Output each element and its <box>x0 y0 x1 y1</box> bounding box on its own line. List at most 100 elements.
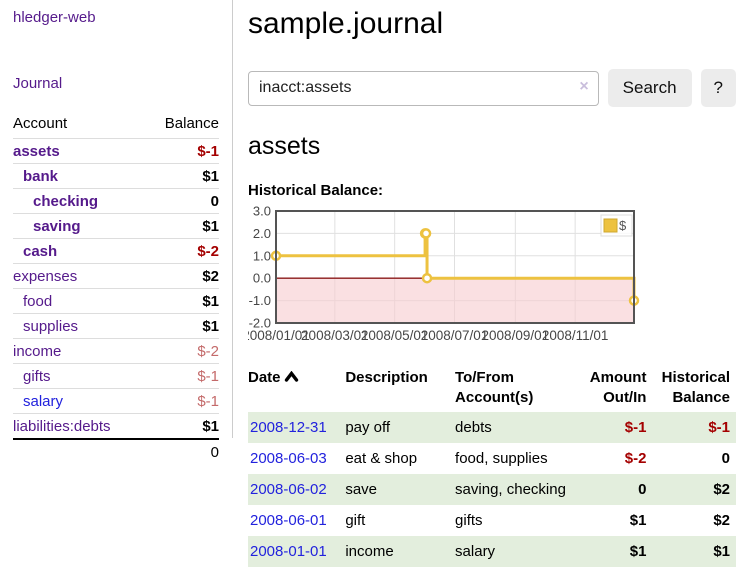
search-form: × Search ? <box>248 69 736 107</box>
help-button[interactable]: ? <box>700 69 736 107</box>
register-header-row: Date Description To/From Account(s) Amou… <box>248 365 736 412</box>
register-table: Date Description To/From Account(s) Amou… <box>248 365 736 567</box>
accounts-header-account: Account <box>13 115 68 132</box>
legend-label: $ <box>619 218 627 233</box>
account-link[interactable]: checking <box>33 193 99 210</box>
transaction-date-link[interactable]: 2008-01-01 <box>250 542 327 560</box>
search-button[interactable]: Search <box>607 69 692 107</box>
account-heading: assets <box>248 132 321 160</box>
main-content: sample.journal × Search ? assets Histori… <box>242 0 736 567</box>
transaction-amount: $1 <box>629 542 647 560</box>
svg-text:-2.0: -2.0 <box>249 316 271 331</box>
transaction-amount: $-2 <box>624 449 647 467</box>
account-link[interactable]: saving <box>33 218 81 235</box>
transaction-date-link[interactable]: 2008-06-01 <box>250 511 327 529</box>
transaction-balance: $1 <box>713 542 730 560</box>
account-row: salary $-1 <box>13 388 219 414</box>
clear-search-icon[interactable]: × <box>579 77 589 95</box>
account-balance: $2 <box>145 263 219 289</box>
account-row: food $1 <box>13 288 219 314</box>
account-row: liabilities:debts $1 <box>13 413 219 439</box>
account-balance: $1 <box>145 413 219 439</box>
register-header-accounts: To/From Account(s) <box>455 369 534 407</box>
transaction-accounts: gifts <box>455 511 483 529</box>
svg-text:2008/05/01: 2008/05/01 <box>361 328 429 343</box>
transaction-accounts: food, supplies <box>455 449 548 467</box>
sort-ascending-icon <box>284 370 298 382</box>
account-link[interactable]: salary <box>23 393 64 410</box>
account-row: assets $-1 <box>13 138 219 164</box>
app-title-link[interactable]: hledger-web <box>13 9 96 26</box>
accounts-total-row: 0 <box>13 438 219 465</box>
legend-swatch <box>603 218 618 233</box>
transaction-accounts: salary <box>455 542 496 560</box>
account-row: bank $1 <box>13 163 219 189</box>
transaction-row[interactable]: 2008-06-03 eat & shop food, supplies $-2 0 <box>248 443 736 474</box>
account-row: supplies $1 <box>13 313 219 339</box>
page-title: sample.journal <box>248 7 444 40</box>
account-row: cash $-2 <box>13 238 219 264</box>
transaction-row[interactable]: 2008-01-01 income salary $1 $1 <box>248 535 736 567</box>
account-row: saving $1 <box>13 213 219 239</box>
svg-text:0.0: 0.0 <box>253 271 271 286</box>
register-header-description: Description <box>345 369 428 386</box>
account-balance: $1 <box>145 288 219 314</box>
transaction-date-link[interactable]: 2008-12-31 <box>250 418 327 436</box>
svg-text:2008/09/01: 2008/09/01 <box>482 328 550 343</box>
transaction-date-link[interactable]: 2008-06-03 <box>250 449 327 467</box>
transaction-description: eat & shop <box>345 449 418 467</box>
transaction-description: income <box>345 542 394 560</box>
search-input[interactable] <box>248 70 599 106</box>
svg-text:2.0: 2.0 <box>253 226 271 241</box>
sidebar: hledger-web Journal Account Balance asse… <box>0 0 233 465</box>
accounts-header-balance: Balance <box>164 115 219 132</box>
account-link[interactable]: cash <box>23 243 58 260</box>
accounts-table-header-row: Account Balance <box>13 110 219 139</box>
account-link[interactable]: liabilities:debts <box>13 418 111 435</box>
account-balance: $-1 <box>145 363 219 389</box>
transaction-accounts: saving, checking <box>455 480 566 498</box>
date-header-label: Date <box>248 369 281 386</box>
transaction-balance: $2 <box>713 511 730 529</box>
svg-text:2008/01/01: 2008/01/01 <box>248 328 310 343</box>
transaction-row[interactable]: 2008-12-31 pay off debts $-1 $-1 <box>248 411 736 443</box>
register-header-balance: Historical Balance <box>661 369 730 407</box>
svg-text:2008/11/01: 2008/11/01 <box>542 328 609 343</box>
register-header-date[interactable]: Date <box>248 365 339 412</box>
account-link[interactable]: expenses <box>13 268 78 285</box>
account-balance: $-1 <box>145 138 219 164</box>
transaction-row[interactable]: 2008-06-01 gift gifts $1 $2 <box>248 505 736 536</box>
transaction-amount: 0 <box>638 480 647 498</box>
account-link[interactable]: food <box>23 293 53 310</box>
account-row: checking 0 <box>13 188 219 214</box>
account-balance: $-2 <box>145 238 219 264</box>
svg-text:2008/07/01: 2008/07/01 <box>421 328 489 343</box>
chart-title: Historical Balance: <box>248 182 384 199</box>
transaction-description: save <box>345 480 377 498</box>
chart-svg: $3.0 2.0 1.0 0.0 -1.0 -2.02008/01/012008/03/0… <box>242 204 640 343</box>
accounts-table: Account Balance assets $-1 bank $1 checking 0… <box>13 110 219 465</box>
accounts-total-balance: 0 <box>145 438 219 465</box>
transaction-date-link[interactable]: 2008-06-02 <box>250 480 327 498</box>
transaction-amount: $-1 <box>624 418 647 436</box>
account-balance: 0 <box>145 188 219 214</box>
account-row: income $-2 <box>13 338 219 364</box>
account-link[interactable]: bank <box>23 168 59 185</box>
account-link[interactable]: supplies <box>23 318 79 335</box>
historical-balance-chart: $3.0 2.0 1.0 0.0 -1.0 -2.0 2008/01/01 2008/03/0… <box>242 204 668 349</box>
transaction-amount: $1 <box>629 511 647 529</box>
sidebar-item-journal[interactable]: Journal <box>13 75 63 92</box>
account-link[interactable]: income <box>13 343 62 360</box>
transaction-row[interactable]: 2008-06-02 save saving, checking 0 $2 <box>248 473 736 505</box>
account-row: gifts $-1 <box>13 363 219 389</box>
svg-text:2008/03/01: 2008/03/01 <box>301 328 369 343</box>
account-link[interactable]: assets <box>13 143 60 160</box>
svg-text:3.0: 3.0 <box>253 206 271 219</box>
account-balance: $1 <box>145 163 219 189</box>
search-box: × <box>248 70 599 106</box>
transaction-balance: $-1 <box>708 418 730 436</box>
account-link[interactable]: gifts <box>23 368 51 385</box>
account-balance: $-2 <box>145 338 219 364</box>
account-balance: $1 <box>145 313 219 339</box>
svg-text:-1.0: -1.0 <box>249 293 271 308</box>
